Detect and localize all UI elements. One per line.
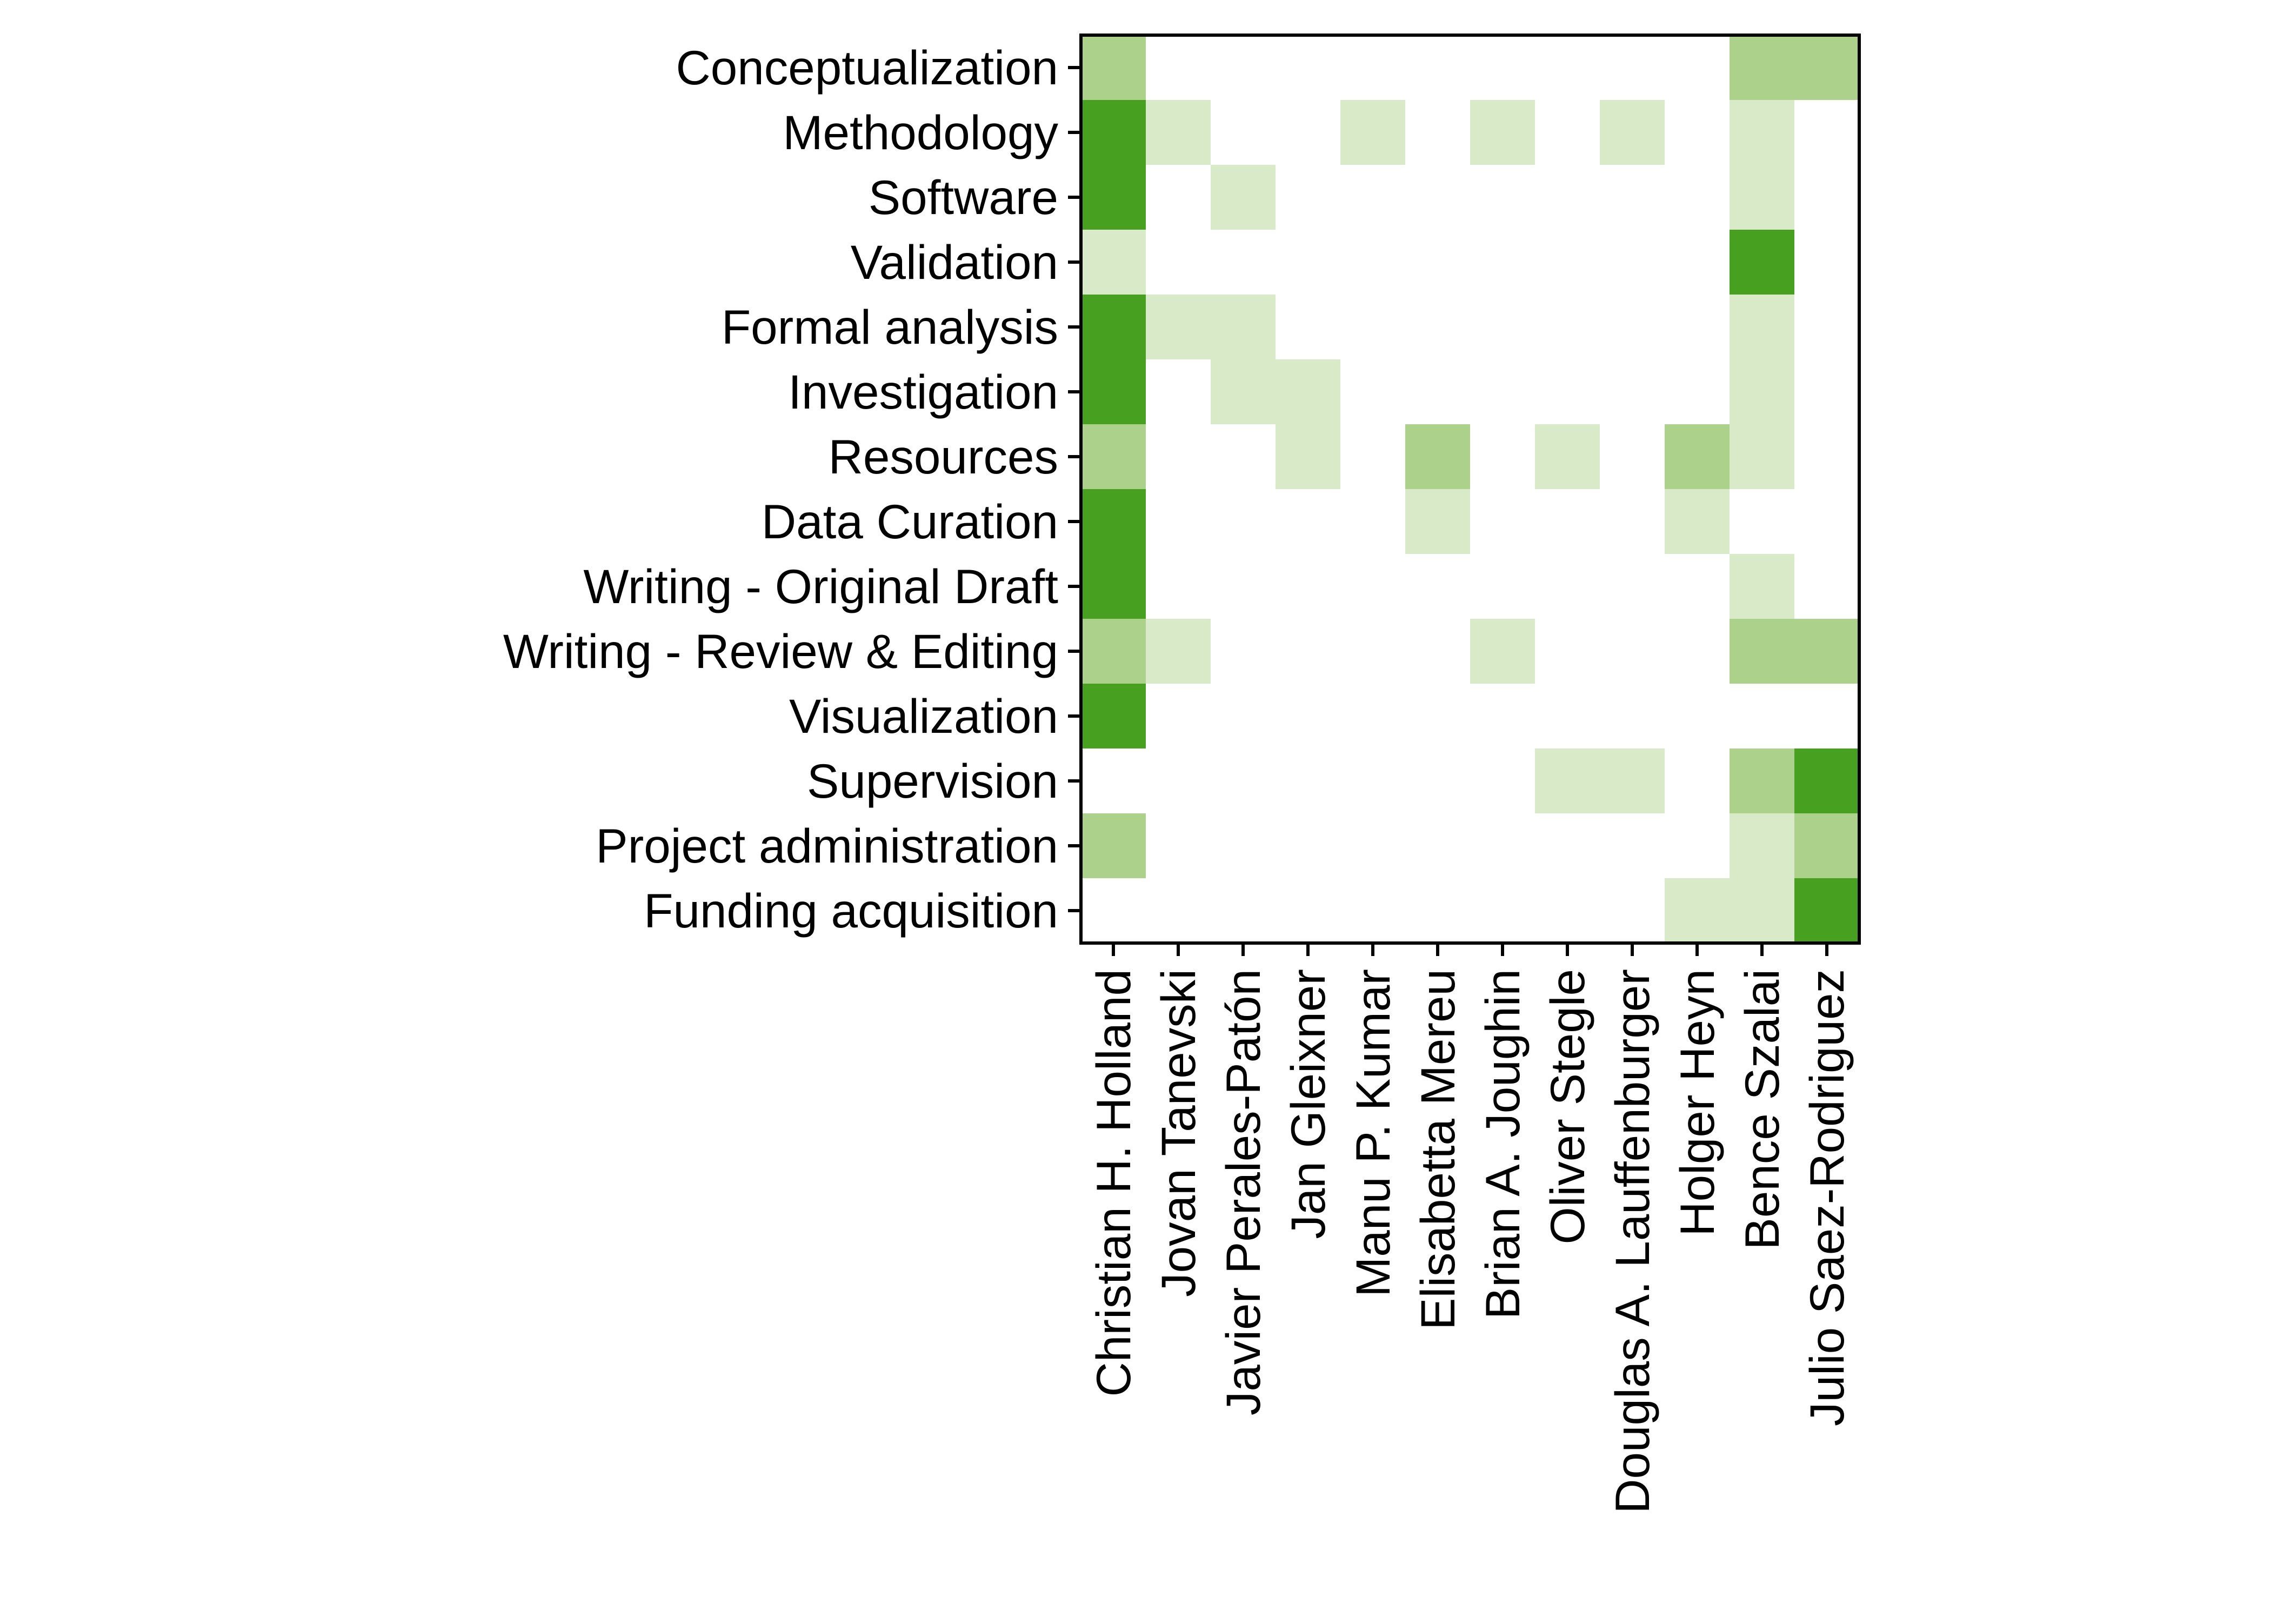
- y-tick-label: Writing - Review & Editing: [503, 624, 1058, 678]
- heatmap-cell: [1081, 619, 1146, 684]
- y-tick-label: Resources: [829, 430, 1058, 484]
- heatmap-cell: [1146, 619, 1211, 684]
- x-tick-label: Manu P. Kumar: [1346, 969, 1400, 1297]
- heatmap-cell: [1081, 35, 1146, 100]
- heatmap-cell: [1794, 748, 1859, 813]
- y-tick-label: Project administration: [596, 819, 1058, 873]
- heatmap-cell: [1081, 295, 1146, 359]
- heatmap-cell: [1730, 878, 1794, 943]
- heatmap-cell: [1665, 489, 1730, 554]
- heatmap-cell: [1276, 424, 1340, 489]
- heatmap-cell: [1730, 295, 1794, 359]
- y-tick-label: Data Curation: [762, 494, 1058, 549]
- heatmap-cell: [1081, 489, 1146, 554]
- plot-frame: [1079, 34, 1861, 945]
- heatmap-cells: [1081, 35, 1859, 943]
- heatmap-cell: [1081, 813, 1146, 878]
- heatmap-cell: [1730, 230, 1794, 295]
- heatmap-cell: [1340, 100, 1405, 165]
- heatmap-cell: [1081, 359, 1146, 424]
- heatmap-cell: [1081, 230, 1146, 295]
- y-tick-label: Investigation: [788, 365, 1058, 419]
- heatmap-cell: [1081, 684, 1146, 748]
- y-tick-label: Visualization: [789, 689, 1058, 743]
- heatmap-cell: [1211, 359, 1276, 424]
- y-tick-label: Methodology: [783, 105, 1058, 159]
- heatmap-cell: [1665, 878, 1730, 943]
- heatmap-cell: [1470, 100, 1535, 165]
- heatmap-cell: [1730, 554, 1794, 619]
- y-tick-label: Funding acquisition: [644, 884, 1058, 938]
- x-axis-ticks: Christian H. Holland Jovan Tanevski Javier…: [1086, 943, 1854, 1514]
- x-tick-label: Jovan Tanevski: [1151, 969, 1205, 1297]
- heatmap-cell: [1535, 748, 1600, 813]
- heatmap-cell: [1211, 165, 1276, 230]
- y-tick-label: Supervision: [807, 754, 1058, 808]
- heatmap-cell: [1276, 359, 1340, 424]
- heatmap-cell: [1794, 878, 1859, 943]
- heatmap-cell: [1600, 100, 1665, 165]
- heatmap-cell: [1146, 295, 1211, 359]
- heatmap-cell: [1405, 424, 1470, 489]
- heatmap-cell: [1081, 100, 1146, 165]
- heatmap-cell: [1081, 554, 1146, 619]
- y-tick-label: Writing - Original Draft: [583, 559, 1058, 613]
- heatmap-cell: [1665, 424, 1730, 489]
- y-axis-ticks: Conceptualization Methodology Software Vali…: [503, 41, 1081, 938]
- heatmap-cell: [1730, 813, 1794, 878]
- x-tick-label: Bence Szalai: [1735, 969, 1789, 1250]
- heatmap-cell: [1146, 100, 1211, 165]
- x-tick-label: Christian H. Holland: [1086, 969, 1140, 1396]
- x-tick-label: Holger Heyn: [1670, 969, 1724, 1237]
- heatmap-cell: [1730, 100, 1794, 165]
- y-tick-label: Validation: [851, 235, 1058, 289]
- heatmap-cell: [1794, 619, 1859, 684]
- x-tick-label: Oliver Stegle: [1540, 969, 1594, 1245]
- x-tick-label: Elisabetta Mereu: [1411, 969, 1465, 1330]
- y-tick-label: Conceptualization: [676, 41, 1058, 95]
- heatmap-cell: [1535, 424, 1600, 489]
- heatmap-cell: [1730, 619, 1794, 684]
- x-tick-label: Julio Saez-Rodriguez: [1800, 969, 1854, 1426]
- heatmap-cell: [1081, 424, 1146, 489]
- heatmap-cell: [1730, 359, 1794, 424]
- x-tick-label: Douglas A. Lauffenburger: [1605, 969, 1659, 1514]
- heatmap-cell: [1794, 35, 1859, 100]
- heatmap-cell: [1730, 424, 1794, 489]
- y-tick-label: Software: [869, 170, 1058, 224]
- heatmap-cell: [1405, 489, 1470, 554]
- heatmap-cell: [1794, 813, 1859, 878]
- heatmap-cell: [1730, 748, 1794, 813]
- heatmap-cell: [1730, 165, 1794, 230]
- heatmap-cell: [1211, 295, 1276, 359]
- x-tick-label: Javier Perales-Patón: [1216, 969, 1270, 1415]
- heatmap-cell: [1081, 165, 1146, 230]
- heatmap-cell: [1600, 748, 1665, 813]
- heatmap-cell: [1470, 619, 1535, 684]
- heatmap-cell: [1730, 35, 1794, 100]
- x-tick-label: Brian A. Joughin: [1476, 969, 1530, 1319]
- y-tick-label: Formal analysis: [722, 300, 1058, 354]
- x-tick-label: Jan Gleixner: [1281, 969, 1335, 1239]
